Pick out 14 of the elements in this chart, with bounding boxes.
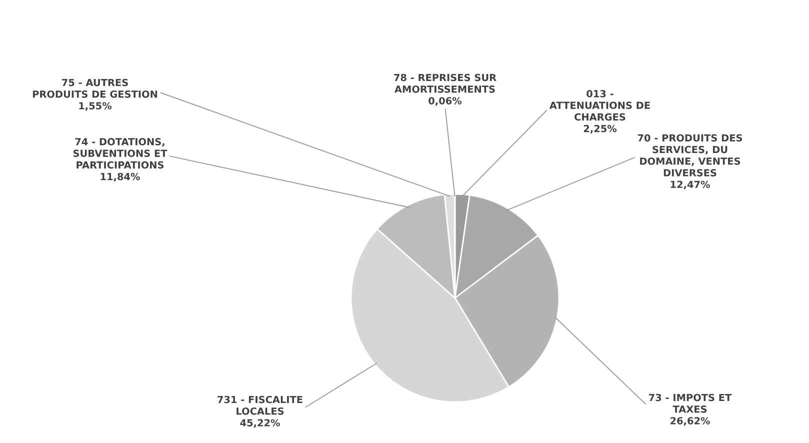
slice-label: 013 - ATTENUATIONS DE CHARGES	[549, 90, 650, 121]
data-label: 12,47%	[670, 180, 710, 190]
slice-label: 731 - FISCALITE LOCALES	[218, 396, 302, 415]
slice-label: 78 - REPRISES SUR AMORTISSEMENTS	[394, 74, 496, 93]
slice-label: 74 - DOTATIONS, SUBVENTIONS ET PARTICIPATIONS	[73, 138, 168, 169]
slice-label: 70 - PRODUITS DES SERVICES, DU DOMAINE, VENTES DIVERSES	[638, 134, 742, 176]
slice-label: 73 - IMPOTS ET TAXES	[648, 394, 732, 413]
data-label: 0,06%	[428, 97, 462, 106]
slice-label: 75 - AUTRES PRODUITS DE GESTION	[32, 78, 158, 98]
data-label: 1,55%	[79, 102, 112, 111]
data-label: 45,22%	[240, 419, 280, 428]
data-label: 26,62%	[670, 417, 710, 426]
data-label: 11,84%	[100, 172, 140, 182]
data-label: 2,25%	[584, 124, 617, 134]
